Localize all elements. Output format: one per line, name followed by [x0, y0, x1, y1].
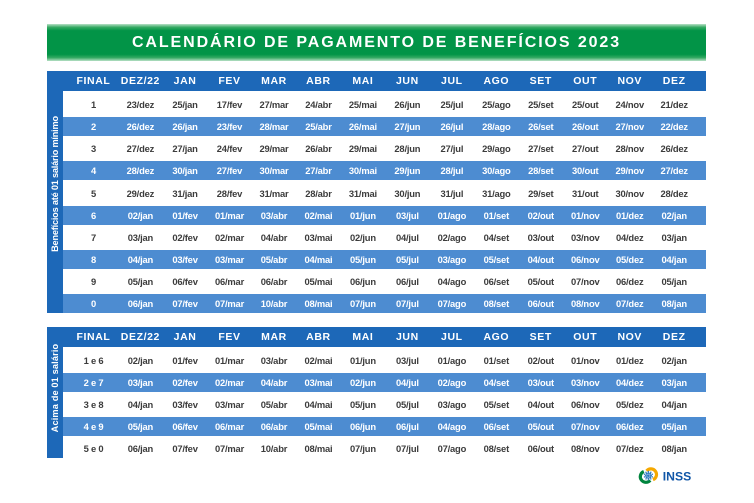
svg-text:INSS: INSS [663, 470, 691, 484]
